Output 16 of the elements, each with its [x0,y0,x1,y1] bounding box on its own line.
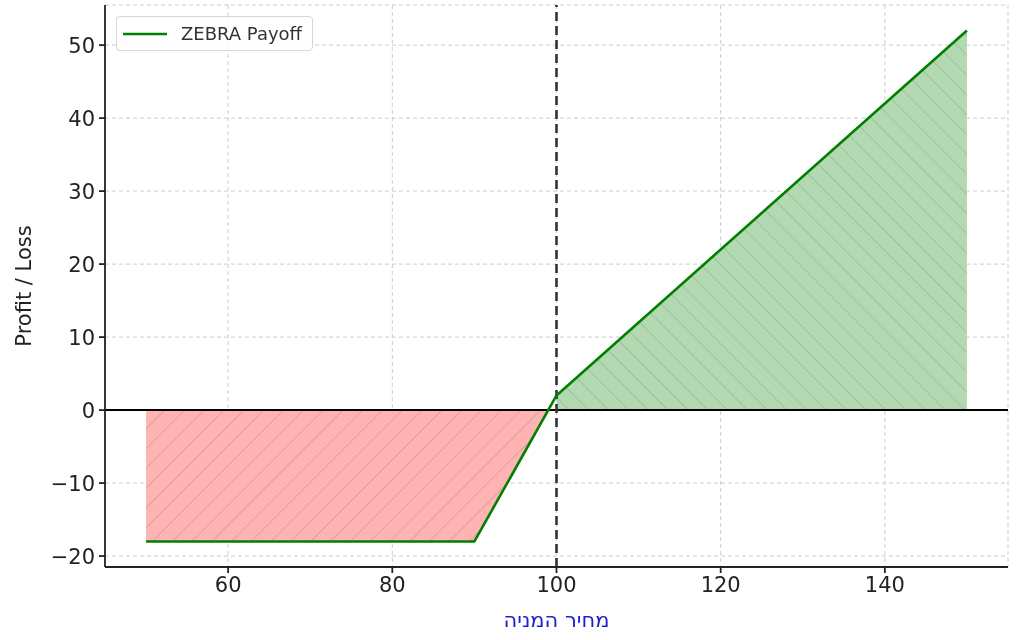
y-tick-label: 0 [81,398,95,423]
x-tick-label: 120 [700,572,741,597]
y-tick-label: 10 [68,325,95,350]
legend-label: ZEBRA Payoff [181,23,303,44]
y-tick-label: 50 [68,33,95,58]
y-tick-label: 20 [68,252,95,277]
y-tick-label: 40 [68,106,95,131]
x-tick-label: 140 [864,572,905,597]
x-axis-title: מחיר המניה [503,608,610,632]
y-tick-label: −10 [50,471,95,496]
y-axis-title: Profit / Loss [12,225,36,347]
x-tick-label: 80 [378,572,406,597]
x-tick-label: 100 [536,572,577,597]
x-tick-label: 60 [214,572,242,597]
y-tick-label: −20 [50,544,95,569]
y-tick-label: 30 [68,179,95,204]
